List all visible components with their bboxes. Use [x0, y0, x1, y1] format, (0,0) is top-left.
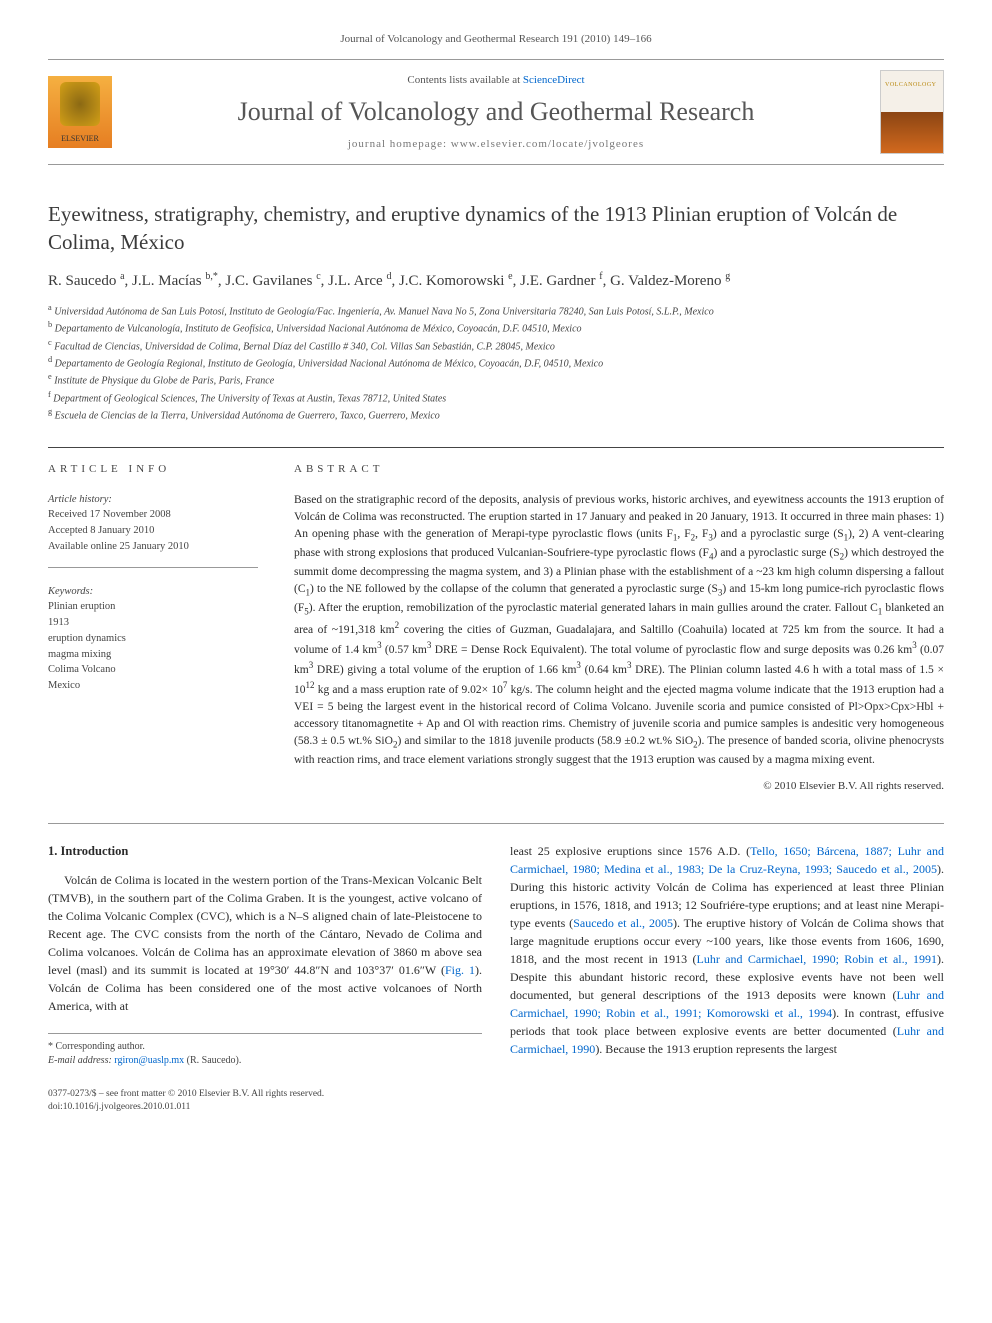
keyword-item: eruption dynamics [48, 631, 258, 647]
journal-title: Journal of Volcanology and Geothermal Re… [124, 94, 868, 130]
online-date: Available online 25 January 2010 [48, 539, 258, 555]
body-column-left: 1. Introduction Volcán de Colima is loca… [48, 842, 482, 1114]
contents-prefix: Contents lists available at [407, 74, 522, 86]
affiliations-list: a Universidad Autónoma de San Luis Potos… [48, 302, 944, 423]
abstract-column: ABSTRACT Based on the stratigraphic reco… [294, 462, 944, 795]
contents-line: Contents lists available at ScienceDirec… [124, 73, 868, 88]
article-info-column: ARTICLE INFO Article history: Received 1… [48, 447, 258, 795]
homepage-prefix: journal homepage: [348, 138, 451, 150]
corresponding-author-block: * Corresponding author. E-mail address: … [48, 1033, 482, 1068]
keyword-item: Colima Volcano [48, 662, 258, 678]
homepage-line: journal homepage: www.elsevier.com/locat… [124, 137, 868, 152]
body-columns: 1. Introduction Volcán de Colima is loca… [48, 823, 944, 1114]
affiliation-line: a Universidad Autónoma de San Luis Potos… [48, 302, 944, 319]
accepted-date: Accepted 8 January 2010 [48, 523, 258, 539]
affiliation-line: f Department of Geological Sciences, The… [48, 389, 944, 406]
meta-row: ARTICLE INFO Article history: Received 1… [48, 447, 944, 795]
corr-author-label: * Corresponding author. [48, 1040, 482, 1054]
history-label: Article history: [48, 492, 258, 508]
homepage-url: www.elsevier.com/locate/jvolgeores [451, 138, 644, 150]
doi-line: doi:10.1016/j.jvolgeores.2010.01.011 [48, 1101, 482, 1114]
affiliation-line: d Departamento de Geología Regional, Ins… [48, 354, 944, 371]
elsevier-logo: ELSEVIER [48, 76, 112, 148]
intro-paragraph-1-cont: least 25 explosive eruptions since 1576 … [510, 842, 944, 1058]
section-1-heading: 1. Introduction [48, 842, 482, 861]
page-bottom-meta: 0377-0273/$ – see front matter © 2010 El… [48, 1088, 482, 1115]
journal-banner: ELSEVIER Contents lists available at Sci… [48, 59, 944, 165]
affiliation-line: g Escuela de Ciencias de la Tierra, Univ… [48, 406, 944, 423]
keywords-block: Keywords: Plinian eruption1913eruption d… [48, 584, 258, 706]
keyword-item: Mexico [48, 678, 258, 694]
corr-email[interactable]: rgiron@uaslp.mx [114, 1055, 184, 1066]
keywords-label: Keywords: [48, 584, 258, 600]
affiliation-line: c Facultad de Ciencias, Universidad de C… [48, 337, 944, 354]
affiliation-line: e Institute de Physique du Globe de Pari… [48, 371, 944, 388]
keyword-item: Plinian eruption [48, 599, 258, 615]
abstract-text: Based on the stratigraphic record of the… [294, 492, 944, 770]
abstract-copyright: © 2010 Elsevier B.V. All rights reserved… [294, 779, 944, 794]
sciencedirect-link[interactable]: ScienceDirect [523, 74, 585, 86]
article-title: Eyewitness, stratigraphy, chemistry, and… [48, 201, 944, 256]
body-column-right: least 25 explosive eruptions since 1576 … [510, 842, 944, 1114]
keyword-item: magma mixing [48, 647, 258, 663]
article-history-block: Article history: Received 17 November 20… [48, 492, 258, 568]
article-info-label: ARTICLE INFO [48, 462, 258, 477]
running-header: Journal of Volcanology and Geothermal Re… [48, 32, 944, 47]
authors-list: R. Saucedo a, J.L. Macías b,*, J.C. Gavi… [48, 270, 944, 292]
intro-paragraph-1: Volcán de Colima is located in the weste… [48, 871, 482, 1015]
email-label: E-mail address: [48, 1055, 112, 1066]
banner-center: Contents lists available at ScienceDirec… [124, 73, 868, 152]
received-date: Received 17 November 2008 [48, 507, 258, 523]
journal-cover-thumbnail [880, 70, 944, 154]
corr-name: (R. Saucedo). [187, 1055, 242, 1066]
affiliation-line: b Departamento de Vulcanología, Institut… [48, 319, 944, 336]
abstract-label: ABSTRACT [294, 462, 944, 477]
keyword-item: 1913 [48, 615, 258, 631]
front-matter-line: 0377-0273/$ – see front matter © 2010 El… [48, 1088, 482, 1101]
